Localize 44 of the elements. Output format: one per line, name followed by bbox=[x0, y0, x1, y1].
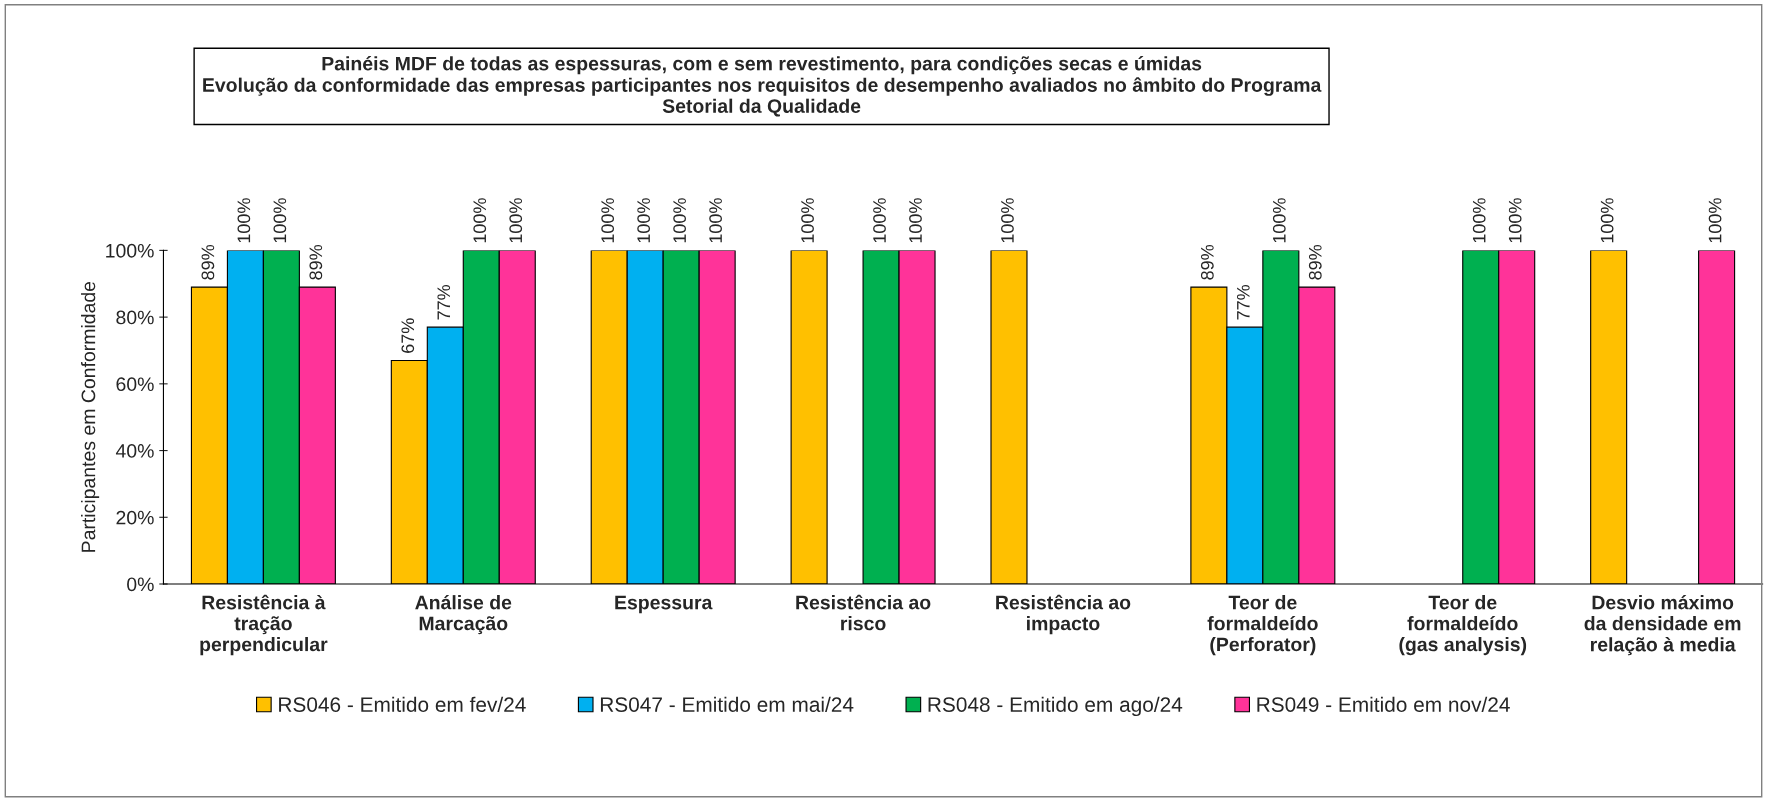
data-label: 89% bbox=[1200, 244, 1214, 280]
y-tick-label: 20% bbox=[116, 510, 154, 525]
x-tick-label: Resistência ao impacto bbox=[996, 594, 1131, 635]
x-tick-label: Teor de formaldeído (gas analysis) bbox=[1399, 595, 1527, 656]
data-label: 89% bbox=[1308, 244, 1322, 280]
data-label: 100% bbox=[1001, 198, 1014, 243]
data-label: 67% bbox=[401, 318, 415, 353]
data-label: 100% bbox=[509, 198, 523, 243]
legend-label: RS046 - Emitido em fev/24 bbox=[279, 696, 526, 712]
data-label: 100% bbox=[673, 198, 687, 243]
y-tick-label: 60% bbox=[116, 377, 154, 392]
data-label: 100% bbox=[873, 198, 886, 243]
data-label: 100% bbox=[801, 198, 814, 243]
y-tick-label: 40% bbox=[115, 444, 154, 458]
legend-label: RS049 - Emitido em nov/24 bbox=[1257, 696, 1510, 712]
data-label: 89% bbox=[309, 244, 323, 280]
y-tick-label: 100% bbox=[106, 243, 154, 258]
x-tick-label: Resistência à tração perpendicular bbox=[200, 594, 328, 656]
legend-label: RS048 - Emitido em ago/24 bbox=[928, 696, 1183, 717]
y-tick-label: 0% bbox=[127, 577, 154, 592]
data-label: 100% bbox=[601, 198, 615, 243]
y-tick-label: 80% bbox=[116, 310, 154, 325]
data-label: 100% bbox=[473, 198, 487, 243]
data-label: 100% bbox=[1600, 198, 1614, 243]
data-label: 100% bbox=[1508, 198, 1522, 243]
legend-label: RS047 - Emitido em mai/24 bbox=[600, 696, 854, 712]
data-label: 100% bbox=[237, 198, 251, 243]
chart-title: Painéis MDF de todas as espessuras, com e sem revestimento, para condições secas e úmidas Evolução da conformidade das empresas participantes nos requisitos de desempenho avaliados no âmbito do Programa Setorial da Qualidade bbox=[203, 56, 1322, 117]
x-tick-label: Análise de Marcação bbox=[415, 594, 512, 635]
data-label: 77% bbox=[1237, 284, 1250, 320]
x-tick-label: Espessura bbox=[615, 595, 713, 614]
x-tick-label: Resistência ao risco bbox=[796, 594, 931, 631]
data-label: 89% bbox=[201, 244, 215, 280]
data-label: 100% bbox=[1472, 198, 1486, 243]
data-label: 100% bbox=[637, 198, 651, 243]
data-label: 100% bbox=[1708, 198, 1722, 243]
data-label: 100% bbox=[273, 198, 287, 243]
y-axis-title: Participantes em Conformidade bbox=[81, 281, 100, 552]
x-tick-label: Teor de formaldeído (Perforator) bbox=[1207, 595, 1318, 656]
data-label: 100% bbox=[1272, 198, 1286, 243]
data-label: 77% bbox=[437, 284, 451, 320]
x-tick-label: Desvio máximo da densidade em relação à media bbox=[1584, 594, 1741, 656]
data-label: 100% bbox=[909, 198, 922, 243]
data-label: 100% bbox=[709, 198, 722, 243]
